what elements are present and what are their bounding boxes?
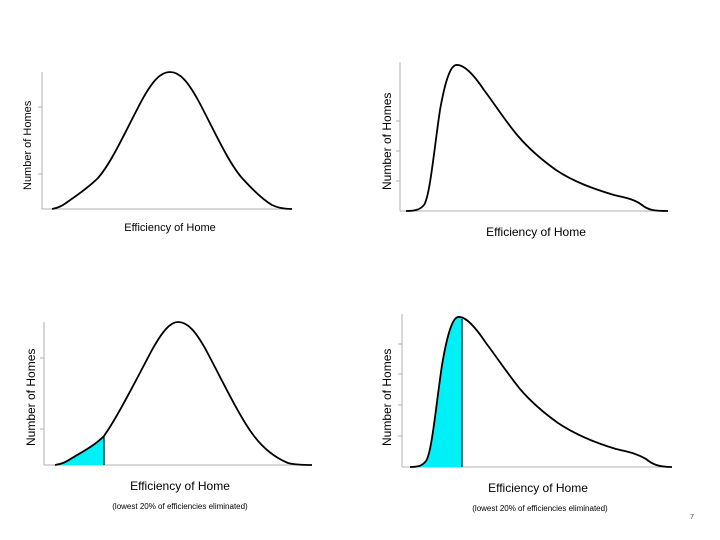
distribution-curve (405, 64, 669, 212)
distribution-curve (409, 316, 673, 468)
distribution-curve (51, 71, 293, 210)
x-axis-label: Efficiency of Home (130, 479, 230, 493)
eliminated-region (410, 317, 462, 467)
distribution-curve (54, 321, 313, 466)
elimination-note: (lowest 20% of efficiencies eliminated) (472, 504, 608, 513)
elimination-note: (lowest 20% of efficiencies eliminated) (112, 502, 248, 511)
x-axis-label: Efficiency of Home (486, 225, 586, 239)
y-axis-label: Number of Homes (380, 348, 394, 446)
page-number: 7 (690, 514, 694, 521)
eliminated-region (55, 436, 104, 465)
x-axis-label: Efficiency of Home (124, 222, 216, 234)
x-axis-label: Efficiency of Home (488, 481, 588, 495)
